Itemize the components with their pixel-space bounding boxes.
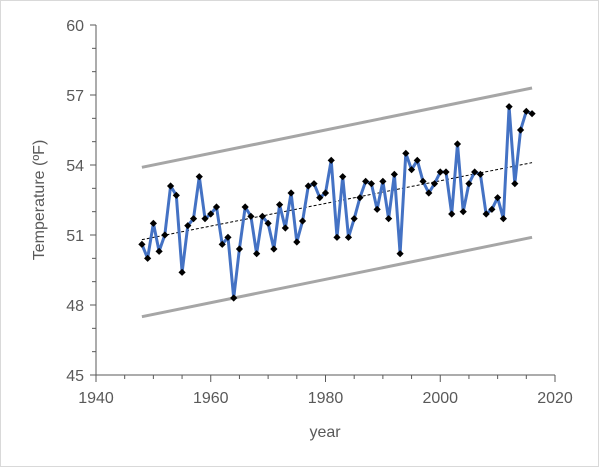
data-point [293,238,301,246]
data-point [327,156,335,164]
prediction-bounds [141,86,533,319]
data-point [488,205,496,213]
data-point [155,247,163,255]
data-point [230,294,238,302]
data-point [350,215,358,223]
x-tick-label: 1940 [78,390,114,407]
data-point [235,245,244,253]
tick-labels: 45 48 51 54 57 60 1940 1960 1980 2000 2020 [66,18,573,407]
data-point [224,233,232,241]
series-line [140,105,533,300]
data-point [459,208,467,216]
data-point [511,180,519,188]
data-point [189,215,198,223]
data-point [362,177,370,185]
axes [90,24,556,382]
data-point [453,140,462,148]
data-point [465,180,473,188]
y-axis-title: Temperature (ºF) [31,140,48,261]
data-point [448,210,456,218]
trend-line [141,162,533,241]
upper-bound-line [141,86,533,169]
data-point [499,215,507,223]
data-point [172,191,180,199]
data-point [310,180,318,188]
x-axis-title: year [309,424,341,441]
data-point [212,203,221,211]
data-point [316,194,324,202]
data-point [385,215,393,223]
data-point [144,254,152,262]
data-point [218,240,226,248]
data-point [149,219,157,227]
data-point [161,231,169,239]
data-point [178,268,186,276]
data-point [436,168,444,176]
data-point [356,194,364,202]
data-point [390,170,398,178]
data-point [321,189,330,197]
data-point [253,250,261,258]
data-point [413,156,421,164]
data-point [207,210,215,218]
data-point [281,224,289,232]
y-tick-label: 54 [66,158,84,175]
data-point [407,166,416,174]
data-point [166,182,175,190]
data-point [333,233,341,241]
data-point [304,182,312,190]
data-point [367,180,375,188]
trend-line-group [141,162,533,241]
data-point [195,173,203,181]
data-point [339,173,347,181]
data-point [494,194,502,202]
x-tick-label: 2020 [537,390,573,407]
data-point [270,245,278,253]
data-point [471,168,479,176]
data-point [516,126,525,134]
data-point [184,222,192,230]
y-tick-label: 48 [66,298,84,315]
data-point [419,177,427,185]
data-point [201,215,209,223]
data-point [241,203,249,211]
data-point [379,177,387,185]
y-tick-label: 51 [66,228,84,245]
data-point [476,170,485,178]
data-point [373,205,381,213]
data-point [522,107,530,115]
data-point [344,233,353,241]
data-point [442,168,450,176]
data-point [138,240,146,248]
data-point [276,201,284,209]
data-point [528,110,536,118]
x-tick-label: 1960 [193,390,229,407]
data-point [247,212,255,220]
data-point [298,217,307,225]
lower-bound-line [141,235,533,319]
data-point [258,212,266,220]
data-point [505,103,513,111]
data-point [482,210,490,218]
x-tick-label: 2000 [422,390,458,407]
data-point [396,250,404,258]
data-point [264,219,272,227]
data-point [287,189,295,197]
x-tick-label: 1980 [308,390,344,407]
y-tick-label: 57 [66,88,84,105]
data-point [425,189,433,197]
y-tick-label: 60 [66,18,84,35]
data-point [402,149,410,157]
y-tick-label: 45 [66,368,84,385]
data-point [430,180,439,188]
series-group [138,103,536,302]
